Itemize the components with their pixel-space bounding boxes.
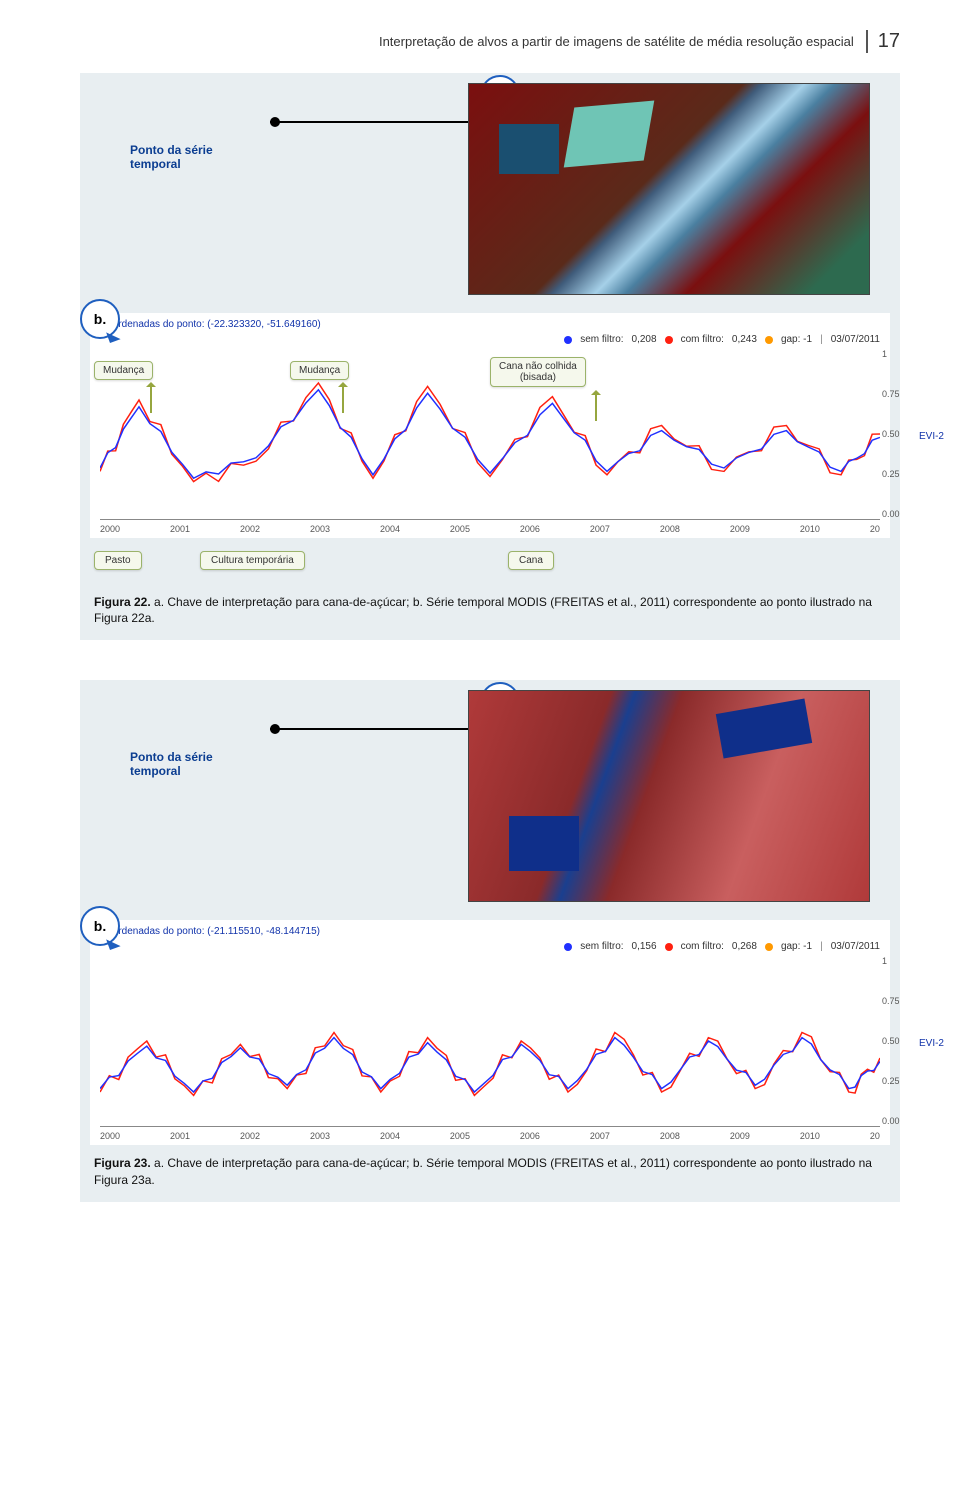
legend-sem-label-23: sem filtro: (580, 941, 623, 952)
callout-b: b. (80, 299, 120, 339)
legend-gap-23: gap: -1 (781, 941, 812, 952)
legend-dot-com (665, 336, 673, 344)
x-axis-22: 2000200120022003200420052006200720082009… (100, 520, 880, 534)
page-header: Interpretação de alvos a partir de image… (80, 30, 900, 53)
legend-date-23: 03/07/2011 (831, 941, 880, 952)
caption-22: Figura 22. a. Chave de interpretação par… (90, 584, 890, 630)
legend-gap: gap: -1 (781, 334, 812, 345)
chart-legend-22: sem filtro: 0,208 com filtro: 0,243 gap:… (100, 334, 880, 345)
legend-dot-com-23 (665, 943, 673, 951)
satellite-image-22 (468, 83, 870, 295)
caption-23: Figura 23. a. Chave de interpretação par… (90, 1145, 890, 1191)
legend-dot-gap (765, 336, 773, 344)
chart-svg-22 (100, 349, 880, 519)
figure-23: a. Ponto da série temporal b. Coordenada… (80, 680, 900, 1201)
page-title: Interpretação de alvos a partir de image… (379, 34, 854, 49)
page: Interpretação de alvos a partir de image… (0, 0, 960, 1282)
chart-area-22: 1 0.75 0.50 0.25 0.00 EVI-2 (100, 349, 880, 520)
coord-text-23: Coordenadas do ponto: (-21.115510, -48.1… (100, 926, 880, 937)
y-ticks-23: 1 0.75 0.50 0.25 0.00 (882, 956, 916, 1126)
legend-com-val: 0,243 (732, 334, 757, 345)
legend-dot-gap-23 (765, 943, 773, 951)
below-pasto: Pasto (94, 551, 142, 570)
y-label: EVI-2 (919, 431, 944, 442)
below-cultura: Cultura temporária (200, 551, 305, 570)
series-point-label: Ponto da série temporal (130, 143, 213, 171)
figure-23-top: a. Ponto da série temporal (90, 690, 890, 920)
chart-legend-23: sem filtro: 0,156 com filtro: 0,268 gap:… (100, 941, 880, 952)
satellite-image-23 (468, 690, 870, 902)
coord-text-22: Coordenadas do ponto: (-22.323320, -51.6… (100, 319, 880, 330)
legend-dot-sem-23 (564, 943, 572, 951)
legend-sem-label: sem filtro: (580, 334, 623, 345)
legend-dot-sem (564, 336, 572, 344)
figure-22-top: a. Ponto da série temporal (90, 83, 890, 313)
legend-sem-val: 0,208 (632, 334, 657, 345)
legend-com-label: com filtro: (681, 334, 724, 345)
below-cana: Cana (508, 551, 554, 570)
caption-23-rest: a. Chave de interpretação para cana-de-a… (94, 1156, 872, 1186)
legend-date: 03/07/2011 (831, 334, 880, 345)
chart-svg-23 (100, 956, 880, 1126)
legend-com-val-23: 0,268 (732, 941, 757, 952)
y-ticks: 1 0.75 0.50 0.25 0.00 (882, 349, 916, 519)
x-axis-23: 2000200120022003200420052006200720082009… (100, 1127, 880, 1141)
chart-area-23: 1 0.75 0.50 0.25 0.00 EVI-2 (100, 956, 880, 1127)
chart-22: b. Coordenadas do ponto: (-22.323320, -5… (90, 313, 890, 538)
chart-23: b. Coordenadas do ponto: (-21.115510, -4… (90, 920, 890, 1145)
caption-22-rest: a. Chave de interpretação para cana-de-a… (94, 595, 872, 625)
y-label-23: EVI-2 (919, 1038, 944, 1049)
caption-23-strong: Figura 23. (94, 1156, 151, 1170)
page-number: 17 (866, 30, 900, 53)
series-point-label-23: Ponto da série temporal (130, 750, 213, 778)
legend-sem-val-23: 0,156 (632, 941, 657, 952)
legend-com-label-23: com filtro: (681, 941, 724, 952)
callout-b-23: b. (80, 906, 120, 946)
figure-22: a. Ponto da série temporal b. Coordenada… (80, 73, 900, 640)
caption-22-strong: Figura 22. (94, 595, 151, 609)
